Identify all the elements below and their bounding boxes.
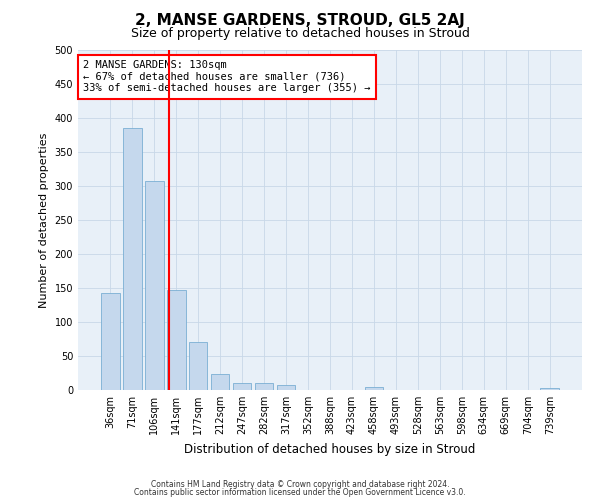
- Bar: [123, 128, 142, 390]
- Text: Size of property relative to detached houses in Stroud: Size of property relative to detached ho…: [131, 28, 469, 40]
- Bar: [167, 290, 185, 390]
- Bar: [211, 374, 229, 390]
- Bar: [541, 388, 559, 390]
- Bar: [145, 180, 164, 390]
- Text: Contains public sector information licensed under the Open Government Licence v3: Contains public sector information licen…: [134, 488, 466, 497]
- Bar: [101, 293, 119, 390]
- Text: 2 MANSE GARDENS: 130sqm
← 67% of detached houses are smaller (736)
33% of semi-d: 2 MANSE GARDENS: 130sqm ← 67% of detache…: [83, 60, 371, 94]
- Bar: [233, 383, 251, 390]
- Text: Contains HM Land Registry data © Crown copyright and database right 2024.: Contains HM Land Registry data © Crown c…: [151, 480, 449, 489]
- Bar: [277, 385, 295, 390]
- Text: 2, MANSE GARDENS, STROUD, GL5 2AJ: 2, MANSE GARDENS, STROUD, GL5 2AJ: [135, 12, 465, 28]
- Y-axis label: Number of detached properties: Number of detached properties: [39, 132, 49, 308]
- Bar: [365, 386, 383, 390]
- X-axis label: Distribution of detached houses by size in Stroud: Distribution of detached houses by size …: [184, 442, 476, 456]
- Bar: [189, 342, 208, 390]
- Bar: [255, 383, 274, 390]
